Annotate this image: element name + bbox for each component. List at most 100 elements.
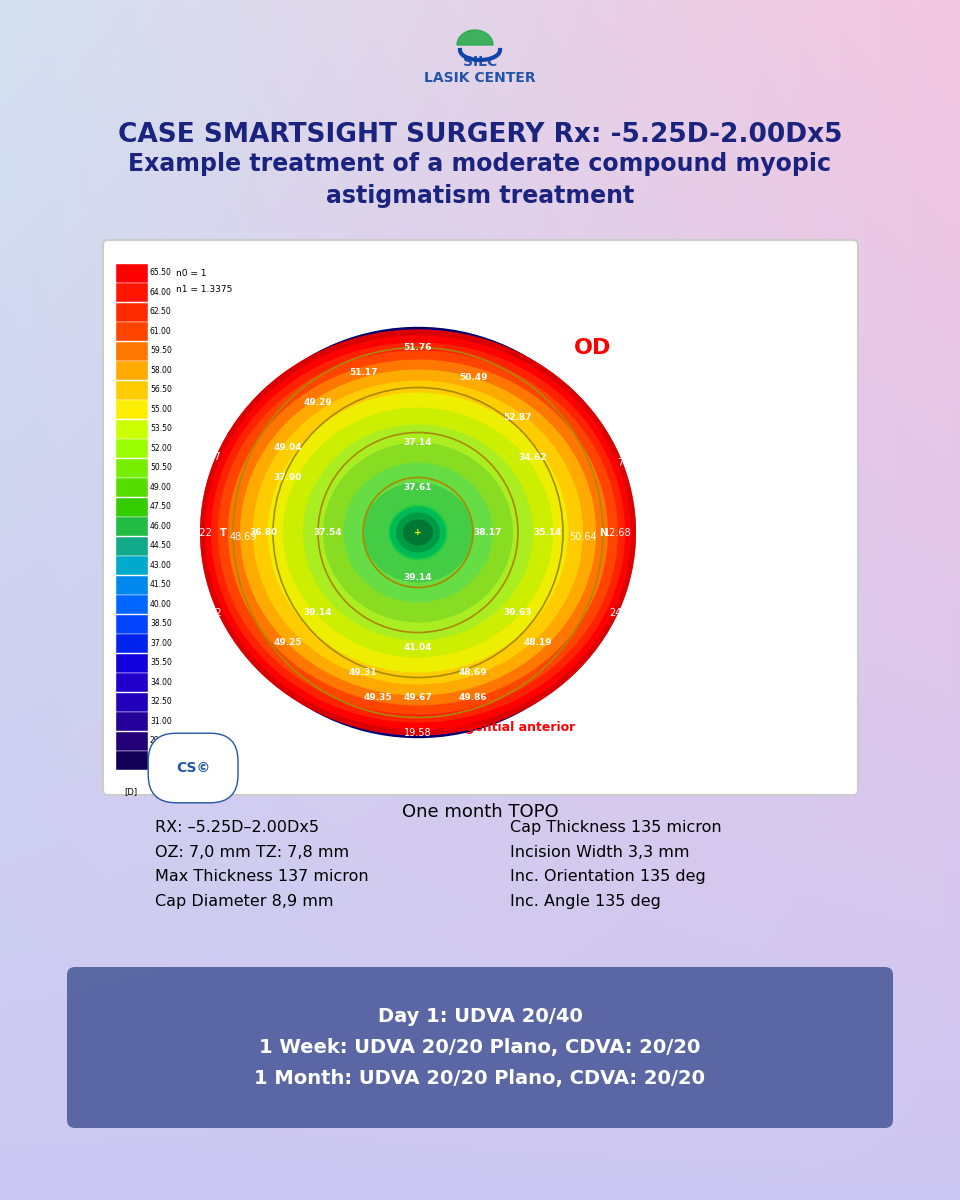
- Text: 49.86: 49.86: [459, 692, 488, 702]
- Text: 28.22: 28.22: [184, 528, 212, 538]
- Text: 41.04: 41.04: [404, 643, 432, 652]
- Bar: [116, 400, 148, 419]
- Text: 50.64: 50.64: [569, 533, 597, 542]
- Ellipse shape: [363, 482, 473, 582]
- Bar: [116, 576, 148, 594]
- Text: 37.90: 37.90: [274, 473, 302, 482]
- Ellipse shape: [200, 330, 636, 736]
- Bar: [116, 634, 148, 653]
- Text: 51.76: 51.76: [404, 343, 432, 352]
- Text: 52.87: 52.87: [504, 413, 532, 422]
- Text: 23.12: 23.12: [594, 683, 622, 692]
- Text: 11.42: 11.42: [589, 362, 617, 372]
- Ellipse shape: [343, 462, 493, 602]
- Text: RX: –5.25D–2.00Dx5
OZ: 7,0 mm TZ: 7,8 mm
Max Thickness 137 micron
Cap Diameter 8: RX: –5.25D–2.00Dx5 OZ: 7,0 mm TZ: 7,8 mm…: [155, 820, 369, 908]
- Ellipse shape: [268, 392, 568, 672]
- Ellipse shape: [388, 504, 448, 560]
- Text: 50.49: 50.49: [459, 373, 488, 382]
- Text: S: S: [415, 318, 421, 328]
- Text: 31.00: 31.00: [150, 716, 172, 726]
- Bar: [116, 673, 148, 692]
- Ellipse shape: [205, 336, 631, 730]
- Text: 12.68: 12.68: [604, 528, 632, 538]
- Text: 49.31: 49.31: [348, 668, 377, 677]
- Ellipse shape: [396, 512, 440, 552]
- Text: 49.29: 49.29: [303, 398, 332, 407]
- Text: 34.00: 34.00: [150, 678, 172, 686]
- Bar: [116, 595, 148, 614]
- Text: 49.04: 49.04: [274, 443, 302, 452]
- Text: 41.50: 41.50: [150, 581, 172, 589]
- Ellipse shape: [200, 330, 636, 736]
- Text: 56.50: 56.50: [150, 385, 172, 395]
- Ellipse shape: [403, 520, 433, 546]
- Bar: [116, 302, 148, 322]
- Text: 24.54: 24.54: [610, 607, 636, 618]
- Polygon shape: [457, 30, 493, 44]
- Ellipse shape: [211, 342, 625, 722]
- Text: n0 = 1: n0 = 1: [176, 269, 206, 277]
- Text: 37.00: 37.00: [150, 638, 172, 648]
- Ellipse shape: [303, 425, 533, 641]
- Text: 11.05: 11.05: [219, 358, 247, 367]
- Ellipse shape: [388, 504, 448, 560]
- Text: 37.14: 37.14: [404, 438, 432, 446]
- Ellipse shape: [303, 425, 533, 641]
- Ellipse shape: [343, 462, 493, 602]
- Text: One month TOPO: One month TOPO: [401, 803, 559, 821]
- Ellipse shape: [240, 370, 596, 696]
- Text: 53.50: 53.50: [150, 425, 172, 433]
- Text: SILC
LASIK CENTER: SILC LASIK CENTER: [424, 55, 536, 85]
- Ellipse shape: [363, 482, 473, 582]
- Text: 55.00: 55.00: [150, 404, 172, 414]
- Text: [D]: [D]: [125, 787, 137, 797]
- Text: +: +: [414, 528, 421, 538]
- Text: Tangential anterior: Tangential anterior: [441, 721, 575, 734]
- Text: 48.19: 48.19: [524, 638, 552, 647]
- Text: 49.00: 49.00: [150, 482, 172, 492]
- Text: 46.00: 46.00: [150, 522, 172, 530]
- Text: 52.00: 52.00: [150, 444, 172, 452]
- Text: 64.00: 64.00: [150, 288, 172, 296]
- Ellipse shape: [268, 392, 568, 672]
- Text: Cap Thickness 135 micron
Incision Width 3,3 mm
Inc. Orientation 135 deg
Inc. Ang: Cap Thickness 135 micron Incision Width …: [510, 820, 722, 908]
- Bar: [116, 264, 148, 282]
- Text: 49.25: 49.25: [274, 638, 302, 647]
- FancyBboxPatch shape: [103, 240, 858, 794]
- Ellipse shape: [211, 342, 625, 722]
- Ellipse shape: [240, 370, 596, 696]
- Ellipse shape: [390, 506, 446, 558]
- Text: 15.55: 15.55: [559, 713, 587, 722]
- Bar: [116, 458, 148, 478]
- Ellipse shape: [253, 380, 583, 684]
- Ellipse shape: [390, 506, 446, 558]
- Text: 59.50: 59.50: [150, 347, 172, 355]
- Text: 7.74: 7.74: [617, 457, 638, 468]
- Bar: [116, 342, 148, 360]
- Ellipse shape: [396, 512, 440, 552]
- Text: 38.17: 38.17: [473, 528, 502, 538]
- Text: 61.00: 61.00: [150, 326, 172, 336]
- Ellipse shape: [403, 520, 433, 546]
- Text: 47.50: 47.50: [150, 503, 172, 511]
- Text: Example treatment of a moderate compound myopic
astigmatism treatment: Example treatment of a moderate compound…: [129, 152, 831, 208]
- Text: 65.50: 65.50: [150, 269, 172, 277]
- Bar: [116, 380, 148, 400]
- Text: 28.00: 28.00: [150, 756, 172, 764]
- Bar: [116, 478, 148, 497]
- Text: 13.67: 13.67: [194, 452, 222, 462]
- Text: 39.14: 39.14: [303, 608, 332, 617]
- Bar: [116, 751, 148, 770]
- Text: 49.35: 49.35: [364, 692, 393, 702]
- Text: 50.50: 50.50: [150, 463, 172, 473]
- Ellipse shape: [283, 408, 553, 658]
- Ellipse shape: [253, 380, 583, 684]
- Text: CASE SMARTSIGHT SURGERY Rx: -5.25D-2.00Dx5: CASE SMARTSIGHT SURGERY Rx: -5.25D-2.00D…: [118, 122, 842, 148]
- Bar: [116, 712, 148, 731]
- Text: 34.62: 34.62: [518, 452, 547, 462]
- Text: 32.50: 32.50: [150, 697, 172, 707]
- Text: 43.00: 43.00: [150, 560, 172, 570]
- Bar: [116, 654, 148, 672]
- Text: N: N: [599, 528, 607, 538]
- Text: OD: OD: [574, 337, 612, 358]
